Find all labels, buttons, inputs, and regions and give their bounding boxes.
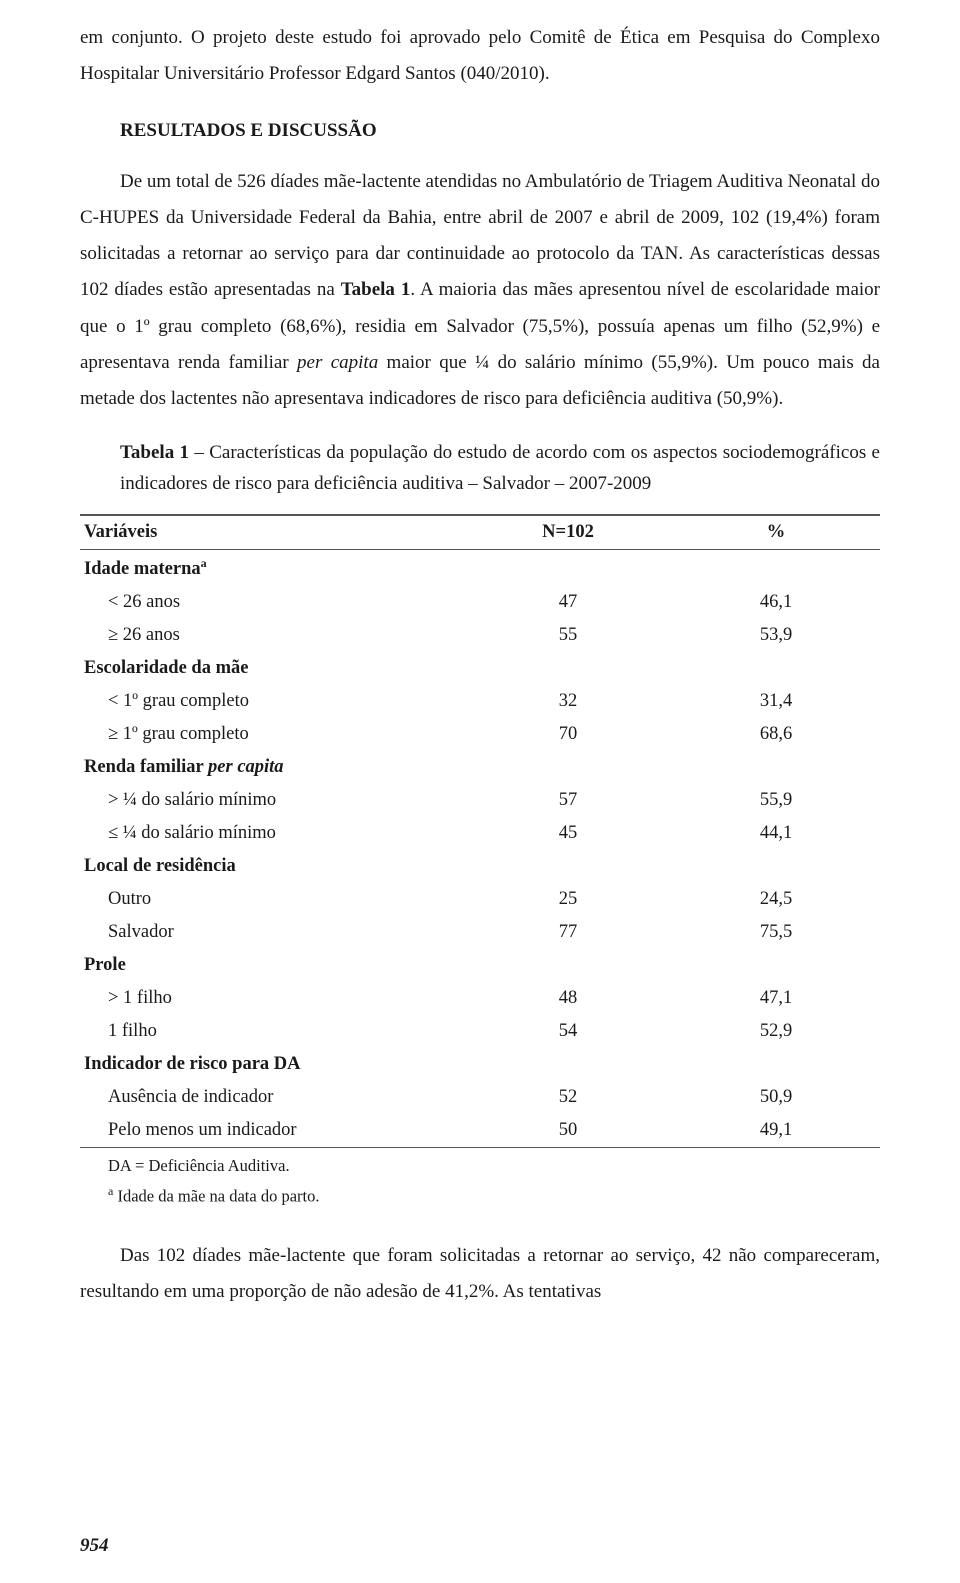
table-cell-pct: 44,1 <box>672 817 880 850</box>
table-group-row: Escolaridade da mãe <box>80 652 880 685</box>
table-cell-label: Ausência de indicador <box>80 1081 464 1114</box>
page-number: 954 <box>80 1535 109 1557</box>
table-cell-pct: 53,9 <box>672 619 880 652</box>
table-cell-n: 32 <box>464 685 672 718</box>
table-group-label: Prole <box>80 949 880 982</box>
table-row: Pelo menos um indicador5049,1 <box>80 1114 880 1148</box>
table-group-row: Local de residência <box>80 850 880 883</box>
table-cell-pct: 46,1 <box>672 586 880 619</box>
results-paragraph: De um total de 526 díades mãe-lactente a… <box>80 164 880 417</box>
table-cell-n: 70 <box>464 718 672 751</box>
table-group-row: Indicador de risco para DA <box>80 1048 880 1081</box>
table-group-row: Idade maternaa <box>80 549 880 586</box>
table-caption: Tabela 1 – Características da população … <box>120 437 880 500</box>
table-cell-pct: 52,9 <box>672 1015 880 1048</box>
col-header-n: N=102 <box>464 515 672 550</box>
closing-paragraph: Das 102 díades mãe-lactente que foram so… <box>80 1238 880 1310</box>
table-row: ≥ 26 anos5553,9 <box>80 619 880 652</box>
table-row: 1 filho5452,9 <box>80 1015 880 1048</box>
table-cell-label: > 1 filho <box>80 982 464 1015</box>
table-cell-label: ≥ 1º grau completo <box>80 718 464 751</box>
table-cell-label: ≤ ¼ do salário mínimo <box>80 817 464 850</box>
table-group-row: Prole <box>80 949 880 982</box>
table-cell-label: Pelo menos um indicador <box>80 1114 464 1148</box>
per-capita-italic: per capita <box>297 352 378 373</box>
table-cell-n: 54 <box>464 1015 672 1048</box>
section-heading: RESULTADOS E DISCUSSÃO <box>120 120 880 142</box>
table-row: Salvador7775,5 <box>80 916 880 949</box>
col-header-variaveis: Variáveis <box>80 515 464 550</box>
table-cell-label: Salvador <box>80 916 464 949</box>
table-group-label: Renda familiar per capita <box>80 751 880 784</box>
table-cell-pct: 49,1 <box>672 1114 880 1148</box>
table-row: ≤ ¼ do salário mínimo4544,1 <box>80 817 880 850</box>
document-page: em conjunto. O projeto deste estudo foi … <box>0 0 960 1583</box>
table-row: > 1 filho4847,1 <box>80 982 880 1015</box>
col-header-pct: % <box>672 515 880 550</box>
table-cell-n: 25 <box>464 883 672 916</box>
table-cell-label: > ¼ do salário mínimo <box>80 784 464 817</box>
table-cell-n: 57 <box>464 784 672 817</box>
table-group-label: Idade maternaa <box>80 549 880 586</box>
table-row: > ¼ do salário mínimo5755,9 <box>80 784 880 817</box>
intro-paragraph: em conjunto. O projeto deste estudo foi … <box>80 20 880 92</box>
table-cell-label: 1 filho <box>80 1015 464 1048</box>
table-cell-label: < 26 anos <box>80 586 464 619</box>
table-header-row: Variáveis N=102 % <box>80 515 880 550</box>
table-cell-n: 45 <box>464 817 672 850</box>
tabela-ref: Tabela 1 <box>341 279 411 300</box>
table-group-label: Escolaridade da mãe <box>80 652 880 685</box>
table-cell-pct: 75,5 <box>672 916 880 949</box>
table-cell-pct: 24,5 <box>672 883 880 916</box>
table-cell-pct: 55,9 <box>672 784 880 817</box>
table-cell-label: < 1º grau completo <box>80 685 464 718</box>
table-row: Outro2524,5 <box>80 883 880 916</box>
table-cell-n: 47 <box>464 586 672 619</box>
data-table: Variáveis N=102 % Idade maternaa< 26 ano… <box>80 514 880 1148</box>
table-cell-label: Outro <box>80 883 464 916</box>
table-cell-label: ≥ 26 anos <box>80 619 464 652</box>
table-cell-pct: 50,9 <box>672 1081 880 1114</box>
table-footnote-2: a Idade da mãe na data do parto. <box>108 1182 880 1209</box>
table-group-row: Renda familiar per capita <box>80 751 880 784</box>
footnote-2-text: Idade da mãe na data do parto. <box>113 1187 319 1206</box>
table-caption-bold: Tabela 1 <box>120 442 189 463</box>
table-row: Ausência de indicador5250,9 <box>80 1081 880 1114</box>
table-caption-rest: – Características da população do estudo… <box>120 442 880 494</box>
table-group-label: Local de residência <box>80 850 880 883</box>
table-row: ≥ 1º grau completo7068,6 <box>80 718 880 751</box>
table-cell-pct: 68,6 <box>672 718 880 751</box>
table-cell-n: 77 <box>464 916 672 949</box>
table-cell-pct: 47,1 <box>672 982 880 1015</box>
table-row: < 1º grau completo3231,4 <box>80 685 880 718</box>
table-cell-n: 55 <box>464 619 672 652</box>
table-row: < 26 anos4746,1 <box>80 586 880 619</box>
table-cell-n: 50 <box>464 1114 672 1148</box>
table-cell-pct: 31,4 <box>672 685 880 718</box>
table-group-label: Indicador de risco para DA <box>80 1048 880 1081</box>
table-cell-n: 52 <box>464 1081 672 1114</box>
table-footnote-1: DA = Deficiência Auditiva. <box>108 1154 880 1179</box>
table-cell-n: 48 <box>464 982 672 1015</box>
